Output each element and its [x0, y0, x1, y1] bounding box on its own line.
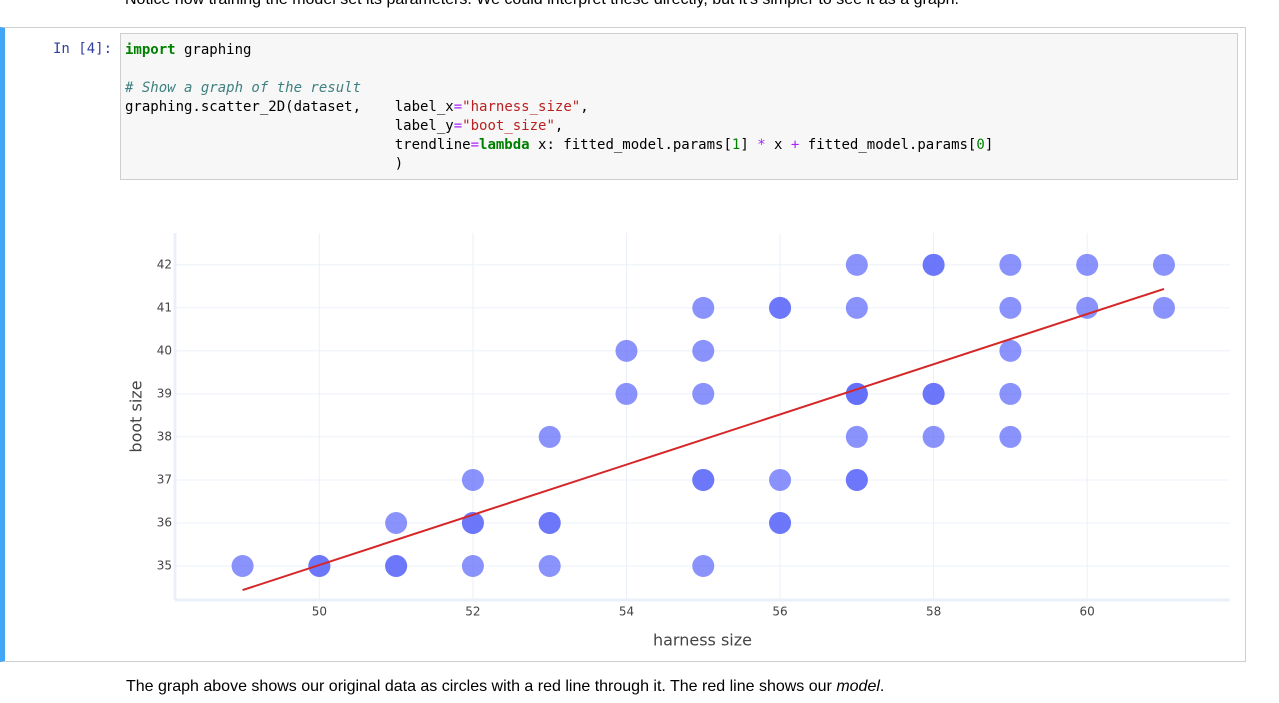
caption: The graph above shows our original data …	[126, 678, 884, 696]
x-tick-label: 50	[312, 605, 327, 619]
trendline	[242, 287, 1165, 592]
data-point	[922, 425, 945, 448]
data-point	[845, 296, 868, 319]
code-token: ]	[984, 137, 994, 153]
data-point	[999, 296, 1022, 319]
data-point	[922, 253, 945, 276]
code-token: graphing	[175, 42, 252, 58]
data-point	[999, 339, 1022, 362]
data-point	[615, 382, 638, 405]
y-tick-label: 37	[157, 472, 172, 486]
data-point	[922, 382, 945, 405]
code-token: "boot_size"	[462, 118, 555, 134]
data-point	[692, 555, 715, 578]
code-token: ,	[554, 118, 564, 134]
cell-prompt: In [4]:	[53, 41, 113, 57]
code-token: =	[453, 118, 463, 134]
code-editor[interactable]: import graphing # Show a graph of the res…	[120, 33, 1238, 180]
x-tick-label: 58	[926, 605, 941, 619]
y-tick-label: 36	[157, 515, 172, 529]
code-token: import	[125, 42, 176, 58]
code-token: lambda	[479, 137, 530, 153]
data-point	[692, 296, 715, 319]
data-point	[538, 425, 561, 448]
y-tick-label: 42	[157, 257, 172, 271]
data-point	[769, 468, 792, 491]
y-tick-label: 35	[157, 559, 172, 573]
code-line: import graphing	[125, 41, 1233, 60]
code-token: 1	[731, 137, 741, 153]
data-point	[1152, 253, 1175, 276]
code-token: )	[125, 156, 404, 172]
x-tick-label: 52	[465, 605, 480, 619]
code-token: ]	[740, 137, 758, 153]
caption-text: model	[836, 678, 880, 695]
code-token: "harness_size"	[462, 99, 581, 115]
code-line: label_y="boot_size",	[125, 117, 1233, 136]
data-point	[385, 511, 408, 534]
data-point	[692, 339, 715, 362]
x-tick-label: 60	[1080, 605, 1095, 619]
data-point	[769, 511, 792, 534]
code-token: =	[470, 137, 480, 153]
data-point	[615, 339, 638, 362]
code-token: graphing.scatter_2D(dataset, label_x	[125, 99, 454, 115]
code-line: # Show a graph of the result	[125, 79, 1233, 98]
x-tick-label: 54	[619, 605, 634, 619]
code-token: label_y	[125, 118, 454, 134]
data-point	[769, 296, 792, 319]
code-token: ,	[580, 99, 589, 115]
data-point	[538, 511, 561, 534]
code-token: =	[453, 99, 463, 115]
code-token: *	[757, 137, 766, 153]
data-point	[999, 382, 1022, 405]
data-point	[999, 253, 1022, 276]
data-point	[845, 253, 868, 276]
data-point	[845, 425, 868, 448]
data-point	[692, 382, 715, 405]
data-point	[692, 468, 715, 491]
code-line: trendline=lambda x: fitted_model.params[…	[125, 136, 1233, 155]
data-point	[1076, 253, 1099, 276]
code-token: x: fitted_model.params[	[529, 137, 732, 153]
data-point	[461, 468, 484, 491]
y-axis-title: boot size	[127, 380, 146, 452]
data-point	[1076, 296, 1099, 319]
x-tick-label: 56	[772, 605, 787, 619]
chart: 35 36 37 38 39 40 41 42 50 52 54 56 58 60 harness size…	[127, 233, 1230, 650]
y-tick-label: 41	[157, 300, 172, 314]
code-token: +	[790, 137, 800, 153]
code-token: fitted_model.params[	[799, 137, 977, 153]
data-point	[845, 468, 868, 491]
data-point	[385, 555, 408, 578]
data-point	[538, 555, 561, 578]
code-text: import graphing # Show a graph of the res…	[121, 34, 1237, 181]
code-token: x	[765, 137, 791, 153]
intro-text: Notice how training the model set its pa…	[125, 0, 959, 9]
code-token: trendline	[125, 137, 471, 153]
code-line: )	[125, 155, 1233, 174]
code-line: graphing.scatter_2D(dataset, label_x="ha…	[125, 98, 1233, 117]
y-tick-label: 38	[157, 429, 172, 443]
caption-text: .	[879, 678, 885, 695]
data-point	[999, 425, 1022, 448]
caption-text: The graph above shows our original data …	[126, 678, 837, 695]
y-tick-label: 40	[157, 343, 172, 357]
data-point	[461, 555, 484, 578]
data-point	[231, 555, 254, 578]
code-token: # Show a graph of the result	[125, 80, 362, 96]
code-token: 0	[976, 137, 985, 153]
code-cell[interactable]	[0, 27, 1246, 662]
x-axis-title: harness size	[653, 631, 752, 650]
data-point	[1152, 296, 1175, 319]
y-tick-label: 39	[157, 386, 172, 400]
